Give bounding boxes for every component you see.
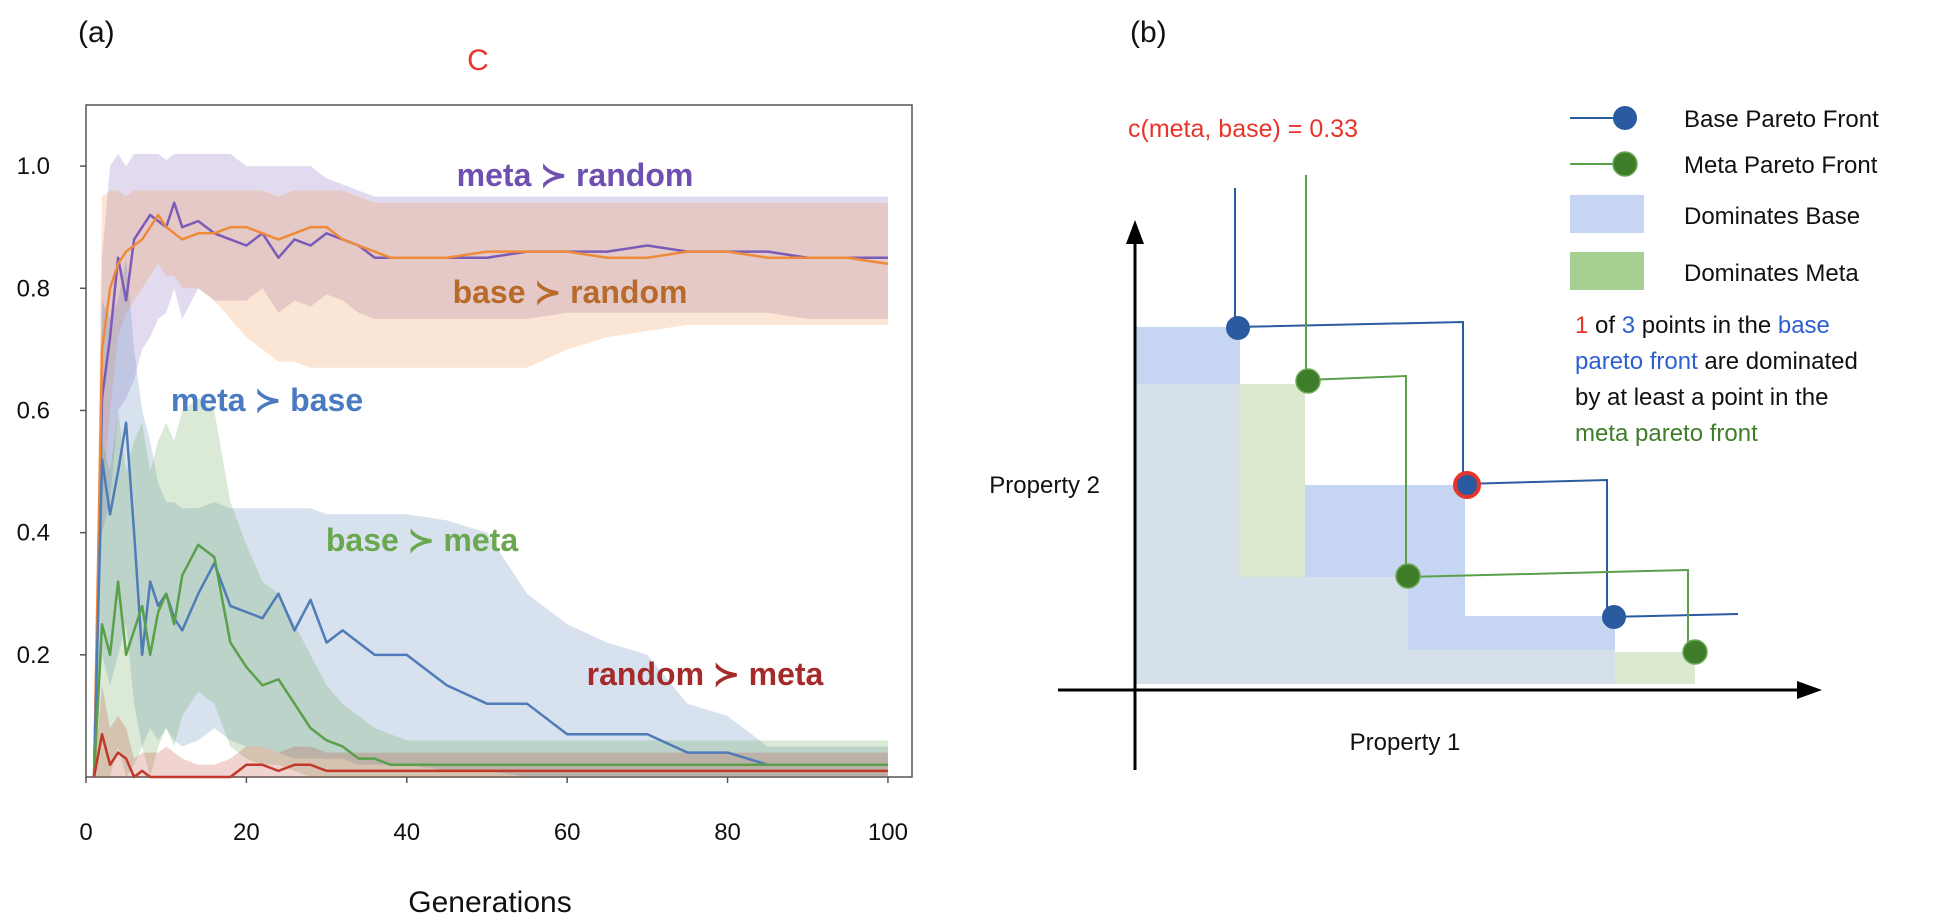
y-tick-label: 0.8 (17, 275, 50, 302)
line-series-2 (92, 421, 888, 778)
dominates-both-region (1465, 650, 1615, 684)
note-line-3: by at least a point in the (1575, 384, 1829, 411)
series-label-2: meta ≻ base (171, 382, 363, 418)
series-label-4: random ≻ meta (587, 656, 824, 692)
base-point-dominated (1453, 471, 1481, 499)
dominates-both-region (1408, 650, 1465, 684)
line-series-3 (92, 543, 888, 778)
legend-label-meta: Meta Pareto Front (1684, 152, 1878, 179)
legend-dominates-meta-swatch (1570, 252, 1644, 290)
meta-pareto-front-line (1305, 175, 1689, 652)
band-series-0 (94, 153, 888, 777)
meta-point (1295, 368, 1321, 394)
note-text: of (1588, 312, 1621, 339)
legend-dominates-base-swatch (1570, 195, 1644, 233)
panel-b: (b) c(meta, base) = 0.33 Property 2 Prop… (989, 16, 1879, 770)
panel-a: (a) C meta ≻ random base ≻ random meta ≻ b… (17, 16, 913, 919)
dominates-both-region (1305, 577, 1408, 684)
x-axis-title: Property 1 (1350, 729, 1461, 756)
meta-point (1682, 639, 1708, 665)
line-series-1 (92, 213, 889, 778)
chart-a-title: C (467, 44, 489, 77)
dominates-meta-region (1240, 384, 1305, 577)
meta-point (1395, 563, 1421, 589)
legend-label-dominates-base: Dominates Base (1684, 203, 1860, 230)
plot-frame (85, 104, 913, 778)
line-series-0 (92, 201, 888, 778)
series-label-0: meta ≻ random (457, 157, 694, 193)
band-series-4 (94, 685, 888, 777)
legend-meta-marker (1612, 151, 1638, 177)
confidence-bands (94, 153, 888, 777)
x-tick-label: 0 (79, 819, 92, 846)
legend-label-base: Base Pareto Front (1684, 106, 1879, 133)
band-series-1 (94, 190, 888, 777)
x-tick-label: 100 (868, 819, 908, 846)
y-axis-title: Property 2 (989, 472, 1100, 499)
series-label-3: base ≻ meta (326, 522, 518, 558)
y-tick-label: 0.6 (17, 397, 50, 424)
c-metric-annotation: c(meta, base) = 0.33 (1128, 115, 1358, 143)
x-tick-label: 20 (233, 819, 260, 846)
series-lines (92, 201, 889, 779)
note-line-2: pareto front are dominated (1575, 348, 1858, 375)
panel-b-label: (b) (1130, 16, 1167, 49)
x-axis-arrow-icon (1797, 681, 1822, 699)
legend-label-dominates-meta: Dominates Meta (1684, 260, 1859, 287)
y-tick-label: 1.0 (17, 153, 50, 180)
explanatory-note: 1 of 3 points in the base pareto front a… (1575, 312, 1858, 447)
y-axis-arrow-icon (1126, 220, 1144, 244)
note-meta-front: meta pareto front (1575, 420, 1758, 447)
dominates-meta-region (1615, 652, 1695, 684)
note-base-front: pareto front (1575, 348, 1698, 375)
y-tick-label: 0.2 (17, 642, 50, 669)
legend-base-marker (1613, 106, 1637, 130)
x-tick-label: 60 (554, 819, 581, 846)
dominates-regions (1135, 327, 1695, 684)
note-text: points in the (1635, 312, 1778, 339)
x-tick-label: 40 (393, 819, 420, 846)
panel-a-label: (a) (78, 16, 115, 49)
note-count-total: 3 (1622, 312, 1635, 339)
series-label-1: base ≻ random (453, 274, 688, 310)
legend: Base Pareto Front Meta Pareto Front Domi… (1570, 106, 1879, 290)
x-axis-ticks: 0 20 40 60 80 100 (79, 777, 908, 846)
series-labels: meta ≻ random base ≻ random meta ≻ base bas… (171, 157, 824, 692)
dominates-both-region (1240, 577, 1305, 684)
dominates-base-region (1305, 485, 1408, 577)
x-axis-label: Generations (408, 886, 571, 919)
note-line-1: 1 of 3 points in the base (1575, 312, 1830, 339)
y-axis-ticks: 0.2 0.4 0.6 0.8 1.0 (17, 153, 86, 669)
note-base-word: base (1778, 312, 1830, 339)
y-tick-label: 0.4 (17, 520, 50, 547)
line-series-4 (92, 732, 888, 779)
dominates-both-region (1135, 384, 1240, 684)
band-series-2 (94, 257, 888, 777)
base-point (1226, 316, 1250, 340)
note-count-dominated: 1 (1575, 312, 1588, 339)
x-tick-label: 80 (714, 819, 741, 846)
base-point (1602, 605, 1626, 629)
note-text: are dominated (1698, 348, 1858, 375)
band-series-3 (94, 398, 888, 777)
dominates-base-region (1465, 616, 1615, 650)
dominates-base-region (1135, 327, 1240, 384)
